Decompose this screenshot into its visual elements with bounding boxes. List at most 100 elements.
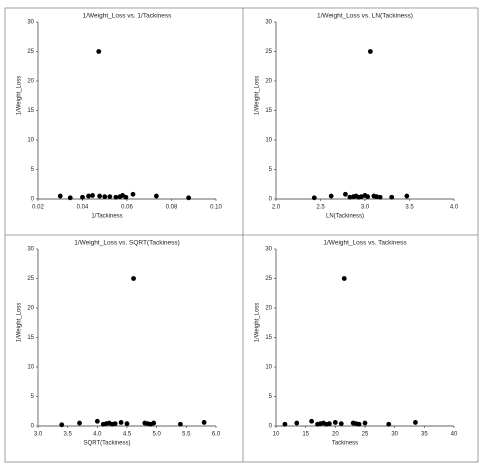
point (90, 193, 95, 198)
x-tick-label: 2.0 (272, 205, 281, 211)
x-tick-label: 20 (332, 432, 339, 438)
point (377, 194, 383, 200)
point (311, 195, 317, 201)
y-tick-label: 15 (27, 108, 34, 114)
point (57, 193, 63, 199)
point (338, 421, 344, 427)
y-axis-label: 1/Weight_Loss (17, 76, 23, 116)
point (365, 194, 371, 200)
x-axis-label: LN(Tackiness) (326, 214, 364, 220)
x-tick-label: 4.0 (450, 205, 459, 211)
point (309, 418, 314, 424)
x-tick-label: 0.06 (121, 205, 133, 211)
point (374, 194, 379, 200)
y-tick-label: 10 (265, 138, 272, 144)
y-axis-label: 1/Weight_Loss (17, 303, 23, 343)
y-tick-label: 0 (269, 197, 273, 203)
y-tick-label: 30 (27, 247, 34, 253)
y-tick-label: 5 (269, 394, 273, 400)
point (332, 420, 338, 425)
x-tick-label: 15 (302, 432, 309, 438)
point (123, 194, 129, 200)
x-tick-label: 4.0 (93, 432, 102, 438)
point (347, 194, 353, 200)
x-tick-label: 35 (421, 432, 428, 438)
y-tick-label: 20 (27, 306, 34, 312)
point (201, 420, 207, 425)
x-axis-label: Tackiness (332, 441, 358, 447)
point (112, 421, 118, 427)
y-tick-label: 20 (27, 79, 34, 85)
y-tick-label: 15 (265, 335, 272, 341)
y-tick-label: 25 (27, 49, 34, 55)
y-tick-label: 20 (265, 306, 272, 312)
y-tick-label: 10 (27, 365, 34, 371)
point (113, 194, 119, 200)
x-tick-label: 5.0 (152, 432, 161, 438)
point (118, 420, 124, 425)
x-tick-label: 3.0 (361, 205, 370, 211)
point (77, 420, 82, 426)
point (102, 194, 108, 200)
point (178, 421, 183, 427)
x-tick-label: 30 (391, 432, 398, 438)
y-tick-label: 25 (265, 49, 272, 55)
point (186, 195, 192, 201)
point (94, 418, 100, 424)
y-tick-label: 20 (265, 79, 272, 85)
x-tick-label: 10 (273, 432, 280, 438)
x-tick-label: 40 (451, 432, 458, 438)
y-axis-label: 1/Weight_Loss (255, 76, 261, 116)
x-tick-label: 4.5 (123, 432, 132, 438)
point (59, 422, 65, 428)
point (153, 193, 159, 199)
y-tick-label: 30 (27, 20, 34, 26)
point (97, 193, 103, 199)
point (413, 420, 418, 425)
y-axis-label: 1/Weight_Loss (255, 303, 261, 343)
y-tick-label: 5 (31, 167, 35, 173)
chart-title: 1/Weight_Loss vs. SQRT(Tackiness) (74, 240, 180, 247)
point (367, 49, 373, 54)
y-tick-label: 10 (265, 365, 272, 371)
point (282, 421, 288, 427)
y-tick-label: 15 (27, 335, 34, 341)
x-tick-label: 0.04 (77, 205, 89, 211)
y-tick-label: 0 (31, 424, 35, 430)
x-tick-label: 5.5 (182, 432, 191, 438)
y-tick-label: 0 (269, 424, 273, 430)
point (356, 421, 362, 427)
point (386, 421, 392, 427)
x-tick-label: 25 (362, 432, 369, 438)
x-tick-label: 3.5 (405, 205, 414, 211)
x-tick-label: 0.02 (32, 205, 44, 211)
point (151, 420, 157, 426)
y-tick-label: 30 (265, 20, 272, 26)
x-tick-label: 3.5 (63, 432, 72, 438)
point (107, 194, 113, 200)
point (80, 194, 85, 200)
point (294, 420, 300, 426)
point (131, 276, 136, 281)
point (86, 193, 91, 199)
y-tick-label: 0 (31, 197, 35, 203)
y-tick-label: 30 (265, 247, 272, 253)
point (96, 49, 102, 54)
point (327, 421, 332, 427)
point (343, 191, 348, 197)
y-tick-label: 25 (265, 276, 272, 282)
x-axis-label: SQRT(Tackiness) (84, 441, 131, 447)
x-tick-label: 6.0 (212, 432, 221, 438)
y-tick-label: 10 (27, 138, 34, 144)
y-tick-label: 25 (27, 276, 34, 282)
point (404, 193, 410, 199)
chart-title: 1/Weight_Loss vs. Tackiness (323, 240, 407, 247)
point (67, 195, 73, 201)
x-axis-label: 1/Tackiness (91, 214, 122, 220)
point (124, 421, 130, 427)
point (362, 420, 368, 426)
point (389, 194, 395, 200)
y-tick-label: 5 (31, 394, 35, 400)
chart-title: 1/Weight_Loss vs. LN(Tackiness) (317, 13, 413, 20)
